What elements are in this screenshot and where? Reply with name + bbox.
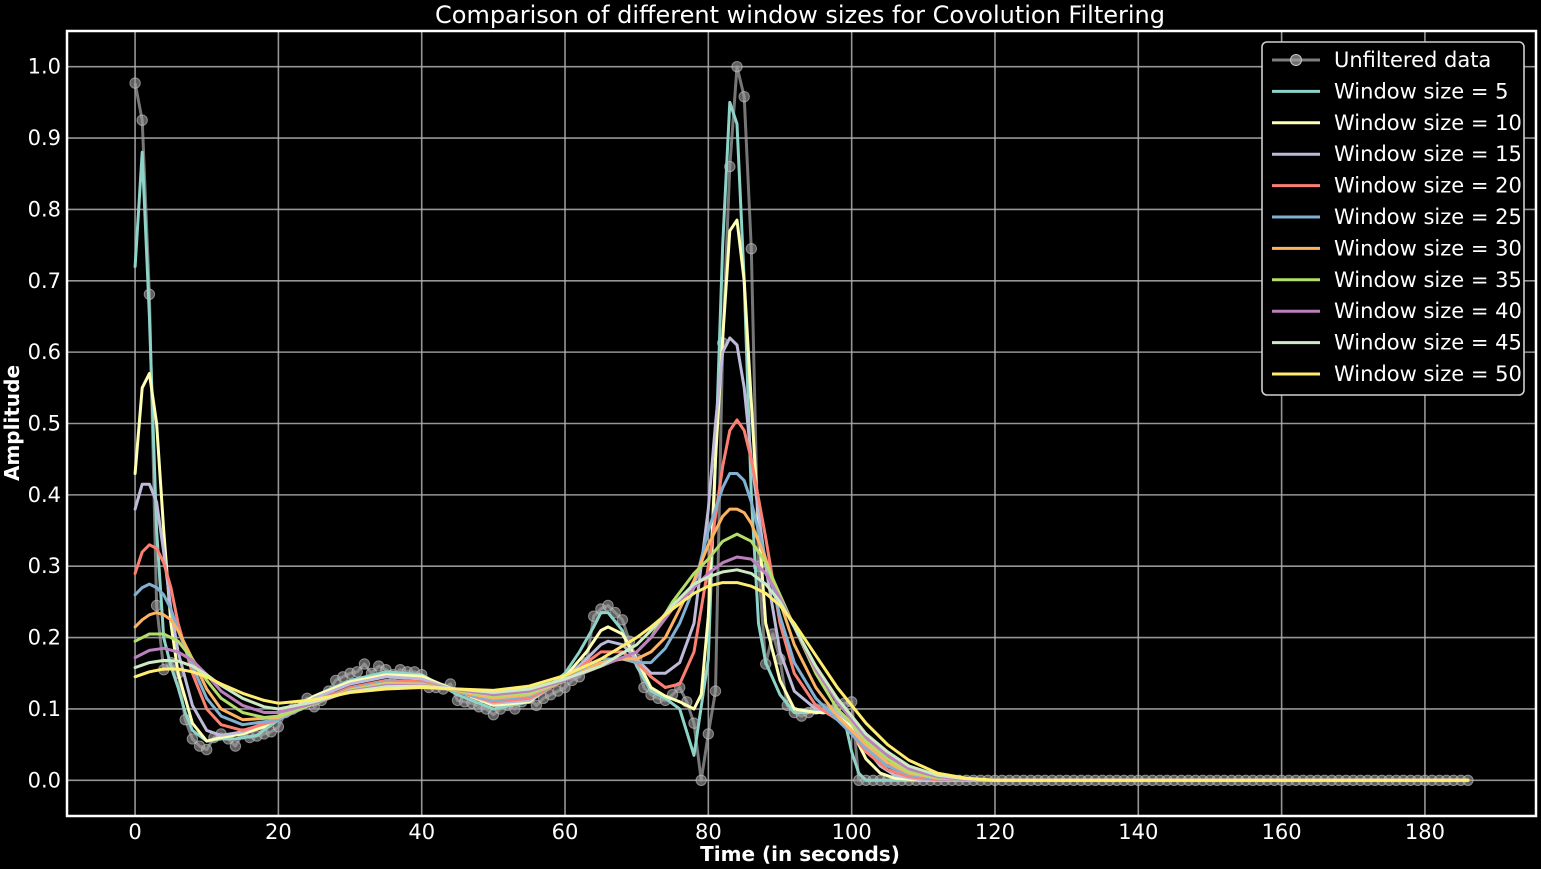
legend-entry: Window size = 50 (1272, 362, 1522, 386)
legend-label: Window size = 45 (1334, 331, 1522, 355)
data-point (201, 743, 213, 756)
legend-entry: Window size = 5 (1272, 79, 1509, 103)
data-point (358, 658, 371, 670)
data-point (351, 666, 363, 678)
series-line-window-5 (133, 472, 1470, 782)
y-tick-label: 0.2 (28, 626, 61, 650)
y-tick-label: 1.0 (28, 55, 61, 79)
legend-entry: Window size = 25 (1272, 205, 1522, 229)
data-point (602, 599, 614, 612)
data-point (186, 733, 199, 745)
y-tick-label: 0.9 (28, 126, 61, 150)
legend-entry: Window size = 10 (1272, 111, 1522, 135)
legend-entry: Window size = 35 (1272, 268, 1522, 292)
y-tick-label: 0.4 (28, 483, 61, 507)
x-tick-label: 0 (128, 820, 141, 844)
legend-label: Window size = 10 (1334, 111, 1522, 135)
legend-entry: Window size = 40 (1272, 299, 1522, 323)
y-tick-label: 0.5 (28, 412, 61, 436)
x-tick-label: 80 (695, 820, 722, 844)
series-line-window-7 (133, 532, 1470, 782)
y-axis-ticks: 0.0 0.1 0.2 0.3 0.4 0.5 0.6 0.7 0.8 0.9 1.0 (28, 55, 61, 793)
series-line-window-9 (133, 568, 1470, 782)
data-point (272, 721, 285, 733)
x-tick-label: 20 (265, 820, 292, 844)
legend-entry: Unfiltered data (1272, 48, 1491, 72)
legend-label: Unfiltered data (1334, 48, 1491, 72)
legend-label: Window size = 15 (1334, 142, 1522, 166)
legend-entry: Window size = 20 (1272, 174, 1522, 198)
legend: Unfiltered data Window size = 5 Window siz… (1261, 41, 1525, 396)
data-point (731, 60, 743, 73)
x-axis-ticks: 0 20 40 60 80 100 120 140 160 180 (128, 820, 1445, 844)
legend-label: Window size = 25 (1334, 205, 1522, 229)
legend-box (1261, 41, 1525, 396)
data-point (709, 685, 722, 697)
y-tick-label: 0.7 (28, 269, 61, 293)
data-point (530, 699, 543, 712)
x-tick-label: 120 (975, 820, 1015, 844)
series-line-window-4 (133, 418, 1470, 782)
y-axis-label: Amplitude (0, 365, 24, 481)
data-point (559, 681, 571, 694)
x-tick-label: 180 (1405, 820, 1445, 844)
data-point (229, 740, 242, 752)
data-point (616, 614, 629, 626)
data-point (702, 728, 714, 740)
data-point (129, 77, 141, 89)
series-line-window-10 (133, 581, 1470, 782)
plot-frame (65, 29, 1538, 818)
x-tick-label: 100 (832, 820, 872, 844)
y-tick-label: 0.3 (28, 554, 61, 578)
data-point (609, 606, 621, 619)
legend-label: Window size = 35 (1334, 268, 1522, 292)
x-axis-label: Time (in seconds) (700, 842, 900, 866)
plot-area (129, 60, 1474, 786)
legend-entry: Window size = 30 (1272, 236, 1522, 260)
y-tick-label: 0.0 (28, 768, 61, 792)
data-point (738, 91, 750, 103)
series-line-window-6 (133, 507, 1470, 782)
data-point (695, 774, 707, 786)
legend-label: Window size = 30 (1334, 236, 1522, 260)
legend-marker (1290, 54, 1302, 66)
x-tick-label: 160 (1262, 820, 1302, 844)
legend-entry: Window size = 45 (1272, 331, 1522, 355)
y-tick-label: 0.1 (28, 697, 61, 721)
x-tick-label: 40 (408, 820, 435, 844)
legend-entry: Window size = 15 (1272, 142, 1522, 166)
legend-label: Window size = 50 (1334, 362, 1522, 386)
x-tick-label: 60 (552, 820, 579, 844)
legend-label: Window size = 5 (1334, 79, 1509, 103)
data-point (745, 243, 757, 255)
data-point (136, 114, 148, 126)
chart-title: Comparison of different window sizes for… (435, 1, 1165, 29)
legend-label: Window size = 20 (1334, 174, 1522, 198)
y-tick-label: 0.6 (28, 340, 61, 364)
legend-label: Window size = 40 (1334, 299, 1522, 323)
x-tick-label: 140 (1118, 820, 1158, 844)
y-tick-label: 0.8 (28, 197, 61, 221)
